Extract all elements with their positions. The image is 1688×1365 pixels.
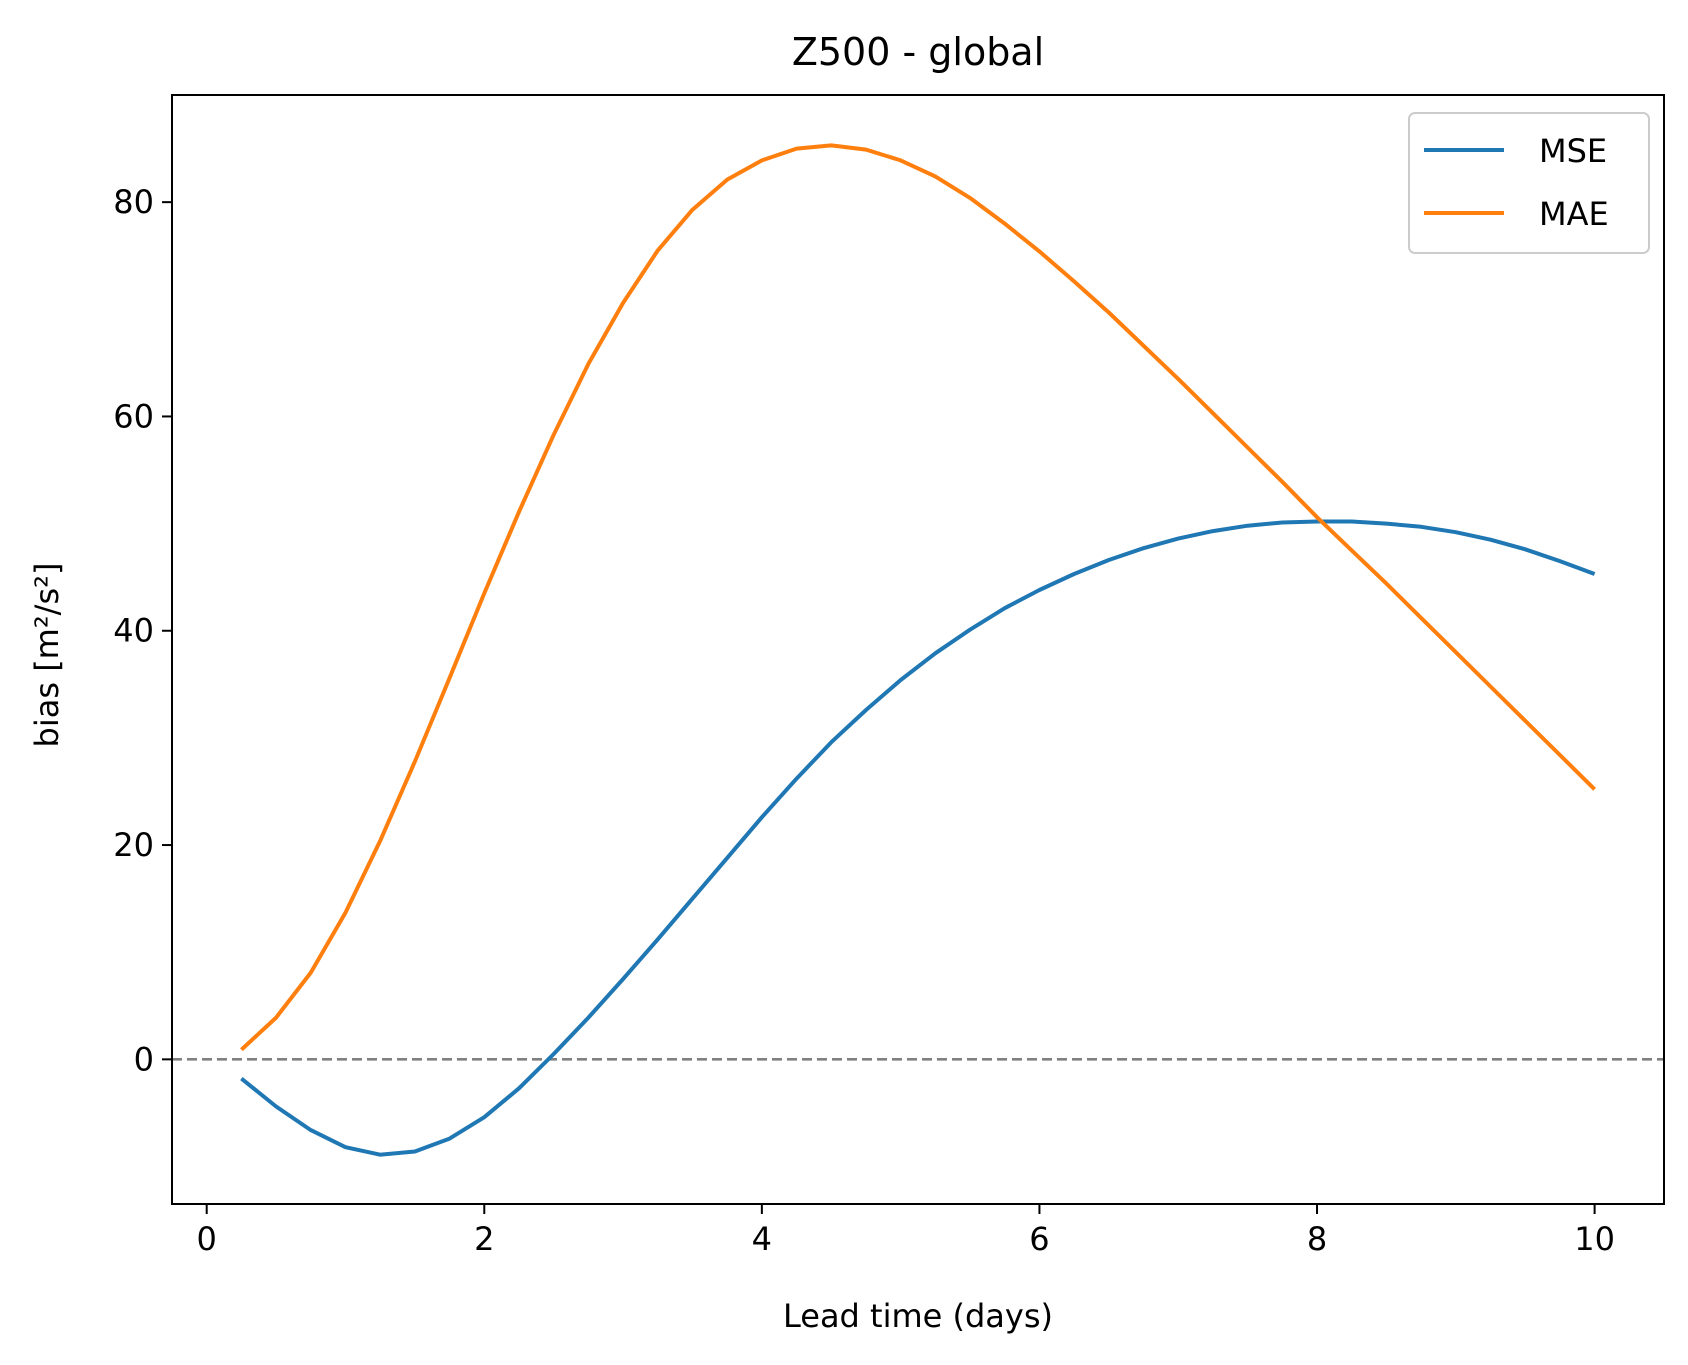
x-axis-label: Lead time (days) bbox=[783, 1297, 1053, 1335]
y-tick-label: 0 bbox=[134, 1040, 154, 1078]
legend-label-mae: MAE bbox=[1539, 195, 1609, 233]
legend: MSE MAE bbox=[1408, 112, 1650, 254]
x-tick-label: 10 bbox=[1574, 1220, 1615, 1258]
legend-label-mse: MSE bbox=[1539, 132, 1607, 170]
chart-title: Z500 - global bbox=[792, 30, 1044, 74]
y-tick-label: 40 bbox=[113, 612, 154, 650]
x-tick-label: 4 bbox=[752, 1220, 772, 1258]
y-tick-label: 80 bbox=[113, 183, 154, 221]
plot-area: 0 2 4 6 8 10 0 20 40 60 80 bbox=[113, 94, 1665, 1258]
x-tick-label: 6 bbox=[1029, 1220, 1049, 1258]
x-tick-label: 0 bbox=[197, 1220, 217, 1258]
legend-box bbox=[1408, 112, 1650, 254]
y-tick-label: 20 bbox=[113, 826, 154, 864]
x-tick-label: 8 bbox=[1307, 1220, 1327, 1258]
y-axis-label: bias [m²/s²] bbox=[28, 563, 66, 748]
x-tick-label: 2 bbox=[474, 1220, 494, 1258]
y-tick-label: 60 bbox=[113, 397, 154, 435]
series-line-mae bbox=[240, 143, 1597, 1052]
series-line-mse bbox=[240, 519, 1596, 1157]
axes-frame bbox=[171, 94, 1665, 1205]
